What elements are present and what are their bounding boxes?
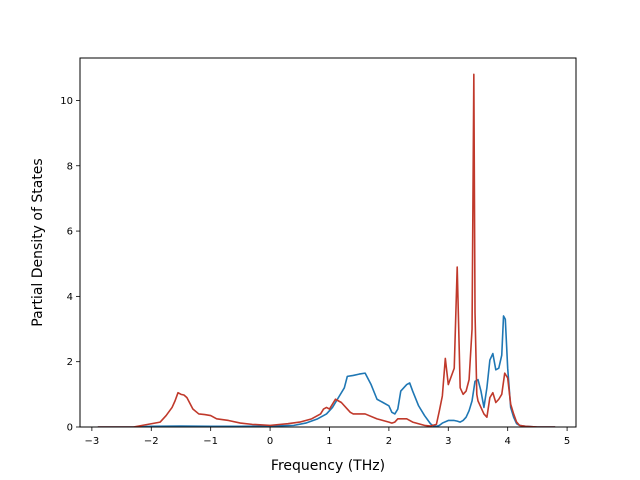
series-line-1 xyxy=(97,73,556,427)
x-axis-ticks: −3 −2 −1 0 1 2 3 4 5 xyxy=(85,427,570,447)
x-tick-label: −3 xyxy=(85,436,100,447)
y-tick-label: 10 xyxy=(60,96,73,107)
y-tick-label: 6 xyxy=(67,227,73,238)
series-line-0 xyxy=(97,315,556,427)
plot-frame xyxy=(79,57,577,428)
x-tick-label: 2 xyxy=(386,436,392,447)
x-tick-label: 5 xyxy=(564,436,570,447)
x-tick-label: 3 xyxy=(445,436,451,447)
x-tick-label: 4 xyxy=(505,436,511,447)
y-tick-label: 4 xyxy=(67,292,73,303)
x-tick-label: −2 xyxy=(144,436,159,447)
y-axis-ticks: 0 2 4 6 8 10 xyxy=(60,96,80,434)
y-axis-label: Partial Density of States xyxy=(30,158,46,326)
y-tick-label: 2 xyxy=(67,357,73,368)
series-layer xyxy=(97,73,556,427)
x-axis-label: Frequency (THz) xyxy=(271,458,385,474)
y-tick-label: 8 xyxy=(67,161,73,172)
y-tick-label: 0 xyxy=(67,423,73,434)
x-tick-label: −1 xyxy=(203,436,218,447)
x-tick-label: 1 xyxy=(326,436,332,447)
x-tick-label: 0 xyxy=(267,436,273,447)
